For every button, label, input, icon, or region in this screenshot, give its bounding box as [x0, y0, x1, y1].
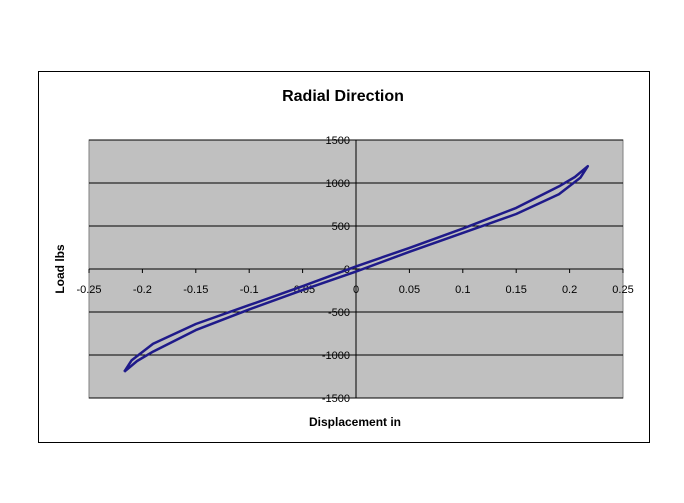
y-tick-label: 500: [332, 221, 350, 233]
x-tick-label: -0.25: [76, 284, 101, 296]
x-tick-label: 0.25: [612, 284, 633, 296]
y-tick-label: -500: [328, 307, 350, 319]
y-tick-label: -1500: [322, 393, 350, 405]
x-tick-label: 0.05: [399, 284, 420, 296]
x-tick-label: -0.2: [133, 284, 152, 296]
x-tick-label: 0: [353, 284, 359, 296]
x-tick-label: 0.2: [562, 284, 577, 296]
series-layer: [123, 164, 590, 373]
x-tick-label: 0.1: [455, 284, 470, 296]
chart-title: Radial Direction: [282, 88, 404, 105]
y-tick-label: 1500: [326, 135, 350, 147]
axes: [88, 139, 624, 399]
x-axis-label: Displacement in: [309, 415, 401, 429]
y-tick-label: -1000: [322, 350, 350, 362]
y-tick-label: 1000: [326, 178, 350, 190]
x-tick-label: -0.1: [240, 284, 259, 296]
x-tick-label: -0.15: [183, 284, 208, 296]
y-axis-label: Load lbs: [53, 244, 67, 294]
tick-labels: 1500 1000 500 0-500 -1000 -1500 -0.25 -0.2 -0.15…: [76, 135, 633, 405]
x-tick-label: 0.15: [505, 284, 526, 296]
hysteresis-loop-line: [123, 164, 590, 373]
